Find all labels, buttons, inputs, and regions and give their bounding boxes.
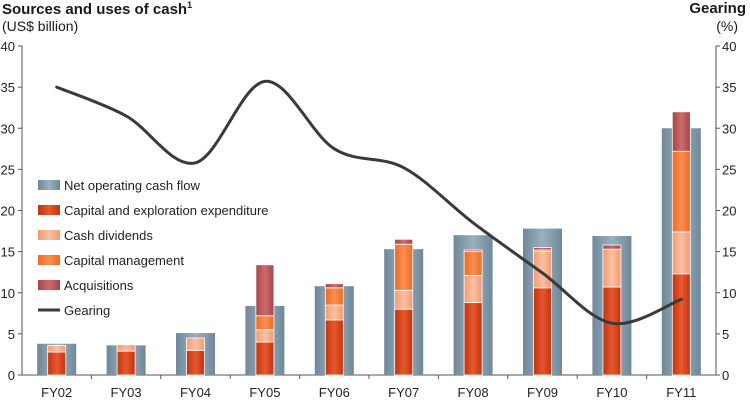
x-tick-label: FY07	[388, 385, 419, 400]
legend-swatch	[38, 255, 60, 265]
x-tick-label: FY09	[527, 385, 558, 400]
bar-segment	[463, 275, 483, 304]
y2-tick-label: 5	[722, 327, 729, 342]
bar-segment	[255, 329, 275, 343]
bar-segment	[463, 302, 483, 376]
bar-segment	[671, 231, 691, 275]
legend-swatch	[38, 280, 60, 290]
legend-label: Acquisitions	[64, 278, 134, 293]
bar-segment	[671, 111, 691, 152]
legend-swatch	[38, 205, 60, 215]
bar-segment	[324, 319, 344, 376]
legend-swatch	[38, 180, 60, 190]
x-tick-label: FY03	[111, 385, 142, 400]
bar-segment	[116, 344, 136, 352]
bar-segment	[671, 273, 691, 376]
bar-segment	[186, 337, 205, 351]
y-tick-label: 20	[1, 204, 15, 219]
bar-segment	[186, 349, 205, 376]
legend-label: Gearing	[64, 303, 110, 318]
legend-label: Cash dividends	[64, 228, 153, 243]
y-tick-label: 15	[1, 245, 15, 260]
y2-axis-title: Gearing	[689, 0, 746, 17]
chart-title: Sources and uses of cash1	[2, 0, 192, 18]
bar-segment	[116, 350, 136, 376]
y-axis-label: (US$ billion)	[2, 18, 79, 34]
bar-segment	[671, 150, 691, 233]
bar-segment	[602, 286, 622, 376]
bar-segment	[463, 249, 483, 253]
y2-tick-label: 40	[722, 39, 736, 54]
bar-segment	[324, 287, 344, 306]
bar-segment	[394, 308, 414, 376]
y2-tick-label: 30	[722, 121, 736, 136]
bar-segment	[324, 283, 344, 289]
y-tick-label: 10	[1, 286, 15, 301]
bar-segment	[394, 289, 414, 310]
bar-segment	[255, 315, 275, 331]
x-tick-label: FY11	[666, 385, 696, 400]
y2-tick-label: 10	[722, 286, 736, 301]
bar-segment	[394, 238, 414, 245]
x-tick-label: FY08	[458, 385, 489, 400]
legend-label: Capital and exploration expenditure	[64, 203, 269, 218]
y-tick-label: 30	[1, 121, 15, 136]
y-tick-label: 35	[1, 80, 15, 95]
bar-segment	[47, 351, 67, 376]
bar-segment	[602, 248, 622, 288]
x-tick-label: FY02	[41, 385, 72, 400]
y-tick-label: 25	[1, 162, 15, 177]
bar-segment	[255, 264, 275, 317]
y2-tick-label: 20	[722, 204, 736, 219]
y2-tick-label: 15	[722, 245, 736, 260]
bar-segment	[533, 247, 552, 251]
bar-segment	[533, 287, 552, 376]
gearing-line	[55, 79, 683, 326]
y-tick-label: 0	[8, 368, 15, 383]
bar-segment	[47, 344, 67, 353]
x-tick-label: FY06	[319, 385, 350, 400]
x-tick-label: FY04	[180, 385, 211, 400]
x-tick-label: FY10	[596, 385, 627, 400]
y2-tick-label: 35	[722, 80, 736, 95]
y2-axis-label: (%)	[716, 18, 738, 34]
bar-segment	[394, 243, 414, 291]
legend-swatch	[38, 230, 60, 240]
chart-title-text: Sources and uses of cash	[2, 1, 188, 18]
y-tick-label: 40	[1, 39, 15, 54]
bar-segment	[324, 304, 344, 321]
bar-segment	[255, 341, 275, 376]
y-tick-label: 5	[8, 327, 15, 342]
bar-segment	[602, 244, 622, 250]
title-footnote: 1	[187, 0, 193, 10]
x-tick-label: FY05	[249, 385, 280, 400]
legend-label: Capital management	[64, 253, 184, 268]
bar-segment	[463, 251, 483, 276]
y2-tick-label: 0	[722, 368, 729, 383]
legend-label: Net operating cash flow	[64, 178, 200, 193]
y2-tick-label: 25	[722, 162, 736, 177]
